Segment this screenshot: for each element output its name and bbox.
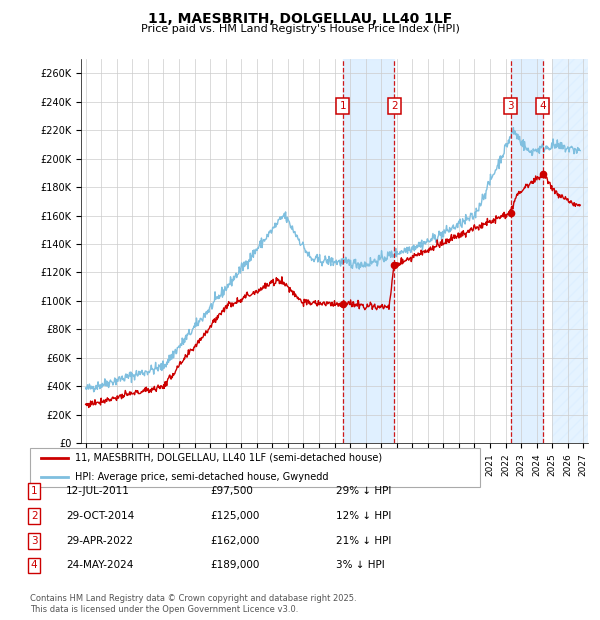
Text: 29-OCT-2014: 29-OCT-2014: [66, 511, 134, 521]
Text: 3% ↓ HPI: 3% ↓ HPI: [336, 560, 385, 570]
Text: 4: 4: [31, 560, 38, 570]
Text: 29% ↓ HPI: 29% ↓ HPI: [336, 486, 391, 496]
Bar: [552, 59, 588, 443]
Text: 3: 3: [508, 101, 514, 111]
Bar: [511, 59, 543, 443]
Text: 11, MAESBRITH, DOLGELLAU, LL40 1LF (semi-detached house): 11, MAESBRITH, DOLGELLAU, LL40 1LF (semi…: [75, 453, 382, 463]
Text: £125,000: £125,000: [210, 511, 259, 521]
Text: 3: 3: [31, 536, 38, 546]
Text: 12-JUL-2011: 12-JUL-2011: [66, 486, 130, 496]
Text: £162,000: £162,000: [210, 536, 259, 546]
Text: 2: 2: [391, 101, 397, 111]
Text: HPI: Average price, semi-detached house, Gwynedd: HPI: Average price, semi-detached house,…: [75, 472, 329, 482]
Text: Contains HM Land Registry data © Crown copyright and database right 2025.
This d: Contains HM Land Registry data © Crown c…: [30, 595, 356, 614]
FancyBboxPatch shape: [30, 448, 480, 487]
Bar: [343, 59, 394, 443]
Text: 24-MAY-2024: 24-MAY-2024: [66, 560, 133, 570]
Text: £97,500: £97,500: [210, 486, 253, 496]
Text: 12% ↓ HPI: 12% ↓ HPI: [336, 511, 391, 521]
Text: 11, MAESBRITH, DOLGELLAU, LL40 1LF: 11, MAESBRITH, DOLGELLAU, LL40 1LF: [148, 12, 452, 27]
Text: 4: 4: [539, 101, 546, 111]
Text: £189,000: £189,000: [210, 560, 259, 570]
Text: 1: 1: [340, 101, 346, 111]
Text: 1: 1: [31, 486, 38, 496]
Text: Price paid vs. HM Land Registry's House Price Index (HPI): Price paid vs. HM Land Registry's House …: [140, 24, 460, 33]
Text: 29-APR-2022: 29-APR-2022: [66, 536, 133, 546]
Text: 2: 2: [31, 511, 38, 521]
Text: 21% ↓ HPI: 21% ↓ HPI: [336, 536, 391, 546]
